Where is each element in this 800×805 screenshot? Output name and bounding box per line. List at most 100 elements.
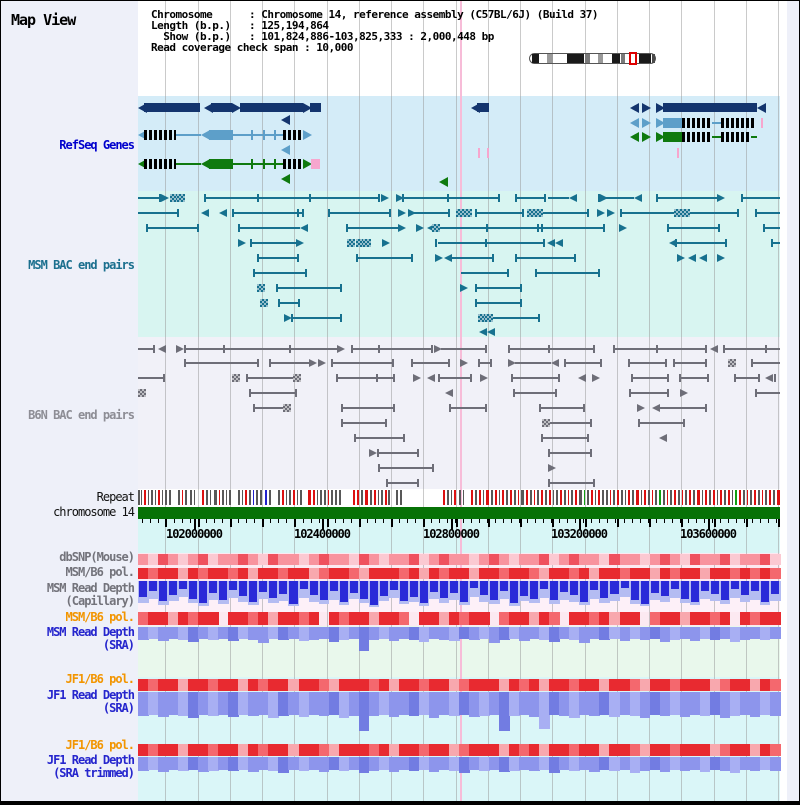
b6n-bac-end-pairs-arrow-left[interactable]	[578, 374, 586, 382]
b6n-bac-end-pairs-blob[interactable]	[728, 359, 736, 367]
msm-bac-end-pairs-arrow-left[interactable]	[444, 254, 452, 262]
refseq-genes-block[interactable]	[311, 159, 320, 169]
b6n-bac-end-pairs-segment[interactable]	[253, 407, 286, 409]
b6n-bac-end-pairs-tick[interactable]	[548, 449, 550, 457]
b6n-bac-end-pairs-tick[interactable]	[758, 374, 760, 382]
msm-bac-end-pairs-tick[interactable]	[232, 209, 234, 217]
refseq-genes-arrow-left[interactable]	[201, 159, 210, 169]
b6n-bac-end-pairs-tick[interactable]	[163, 374, 165, 382]
b6n-bac-end-pairs-tick[interactable]	[449, 404, 451, 412]
b6n-bac-end-pairs-tick[interactable]	[246, 374, 248, 382]
msm-bac-end-pairs-blob[interactable]	[347, 239, 355, 247]
refseq-genes-exon-block[interactable]	[682, 118, 712, 128]
refseq-genes-arrow-left[interactable]	[138, 159, 147, 169]
b6n-bac-end-pairs-tick[interactable]	[341, 404, 343, 412]
msm-bac-end-pairs-tick[interactable]	[257, 254, 259, 262]
refseq-genes-segment[interactable]	[233, 134, 283, 136]
msm-bac-end-pairs-segment[interactable]	[232, 212, 302, 214]
msm-bac-end-pairs-arrow-right[interactable]	[398, 224, 406, 232]
b6n-bac-end-pairs-segment[interactable]	[628, 362, 666, 364]
b6n-bac-end-pairs-tick[interactable]	[257, 359, 259, 367]
refseq-genes-exon-block[interactable]	[682, 132, 712, 142]
refseq-genes-arrow-left[interactable]	[630, 118, 639, 128]
b6n-bac-end-pairs-tick[interactable]	[513, 389, 515, 397]
msm-bac-end-pairs-arrow-right[interactable]	[396, 194, 404, 202]
b6n-bac-end-pairs-segment[interactable]	[438, 377, 471, 379]
b6n-bac-end-pairs-tick[interactable]	[184, 359, 186, 367]
msm-bac-end-pairs-arrow-right[interactable]	[600, 194, 608, 202]
b6n-bac-end-pairs-tick[interactable]	[378, 464, 380, 472]
refseq-genes-arrow-right[interactable]	[642, 118, 651, 128]
msm-bac-end-pairs-blob[interactable]	[464, 209, 472, 217]
b6n-bac-end-pairs-segment[interactable]	[377, 452, 418, 454]
b6n-bac-end-pairs-arrow-right[interactable]	[460, 359, 468, 367]
msm-bac-end-pairs-arrow-left[interactable]	[699, 254, 707, 262]
refseq-genes-arrow-right[interactable]	[656, 103, 665, 113]
msm-bac-end-pairs-segment[interactable]	[438, 242, 544, 244]
msm-bac-end-pairs-tick[interactable]	[656, 194, 658, 202]
msm-bac-end-pairs-segment[interactable]	[741, 197, 780, 199]
msm-bac-end-pairs-arrow-right[interactable]	[161, 194, 169, 202]
msm-bac-end-pairs-segment[interactable]	[276, 287, 341, 289]
b6n-bac-end-pairs-blob[interactable]	[283, 404, 291, 412]
b6n-bac-end-pairs-tick[interactable]	[656, 345, 658, 353]
msm-bac-end-pairs-tick[interactable]	[603, 224, 605, 232]
msm-bac-end-pairs-tick[interactable]	[197, 224, 199, 232]
b6n-bac-end-pairs-tick[interactable]	[431, 345, 433, 353]
b6n-bac-end-pairs-segment[interactable]	[138, 348, 154, 350]
b6n-bac-end-pairs-tick[interactable]	[673, 359, 675, 367]
refseq-genes-block[interactable]	[211, 103, 232, 112]
refseq-genes-tick[interactable]	[761, 118, 763, 128]
b6n-bac-end-pairs-tick[interactable]	[705, 404, 707, 412]
msm-bac-end-pairs-blob[interactable]	[177, 194, 185, 202]
b6n-bac-end-pairs-tick[interactable]	[448, 359, 450, 367]
b6n-bac-end-pairs-segment[interactable]	[184, 362, 258, 364]
b6n-bac-end-pairs-segment[interactable]	[138, 377, 164, 379]
msm-bac-end-pairs-tick[interactable]	[435, 239, 437, 247]
b6n-bac-end-pairs-tick[interactable]	[638, 419, 640, 427]
msm-bac-end-pairs-segment[interactable]	[667, 227, 719, 229]
b6n-bac-end-pairs-tick[interactable]	[679, 374, 681, 382]
msm-bac-end-pairs-blob[interactable]	[356, 239, 364, 247]
msm-bac-end-pairs-tick[interactable]	[737, 209, 739, 217]
chromosome-ideogram[interactable]	[529, 52, 656, 65]
b6n-bac-end-pairs-segment[interactable]	[541, 437, 588, 439]
refseq-genes-segment[interactable]	[176, 163, 201, 165]
msm-bac-end-pairs-arrow-left[interactable]	[219, 209, 227, 217]
b6n-bac-end-pairs-segment[interactable]	[755, 392, 780, 394]
refseq-genes-block[interactable]	[663, 118, 682, 128]
msm-bac-end-pairs-tick[interactable]	[146, 224, 148, 232]
msm-bac-end-pairs-arrow-right[interactable]	[460, 284, 468, 292]
b6n-bac-end-pairs-blob[interactable]	[293, 374, 301, 382]
b6n-bac-end-pairs-tick[interactable]	[665, 359, 667, 367]
b6n-bac-end-pairs-segment[interactable]	[539, 407, 584, 409]
b6n-bac-end-pairs-tick[interactable]	[774, 374, 776, 382]
msm-bac-end-pairs-arrow-left[interactable]	[688, 254, 696, 262]
refseq-genes-segment[interactable]	[712, 122, 721, 124]
msm-bac-end-pairs-segment[interactable]	[146, 227, 198, 229]
msm-bac-end-pairs-tick[interactable]	[537, 224, 539, 232]
refseq-genes-arrow-left[interactable]	[630, 132, 639, 142]
b6n-bac-end-pairs-tick[interactable]	[354, 434, 356, 442]
msm-bac-end-pairs-tick[interactable]	[475, 209, 477, 217]
msm-bac-end-pairs-tick[interactable]	[538, 314, 540, 322]
msm-bac-end-pairs-arrow-right[interactable]	[382, 239, 390, 247]
b6n-bac-end-pairs-arrow-left[interactable]	[652, 404, 660, 412]
b6n-bac-end-pairs-segment[interactable]	[354, 437, 404, 439]
b6n-bac-end-pairs-tick[interactable]	[403, 434, 405, 442]
refseq-genes-arrow-left[interactable]	[439, 177, 448, 187]
b6n-bac-end-pairs-tick[interactable]	[376, 374, 378, 382]
b6n-bac-end-pairs-tick[interactable]	[432, 464, 434, 472]
msm-bac-end-pairs-segment[interactable]	[291, 317, 341, 319]
msm-bac-end-pairs-tick[interactable]	[340, 284, 342, 292]
b6n-bac-end-pairs-arrow-right[interactable]	[548, 464, 556, 472]
msm-bac-end-pairs-tick[interactable]	[598, 194, 600, 202]
msm-bac-end-pairs-arrow-right[interactable]	[619, 224, 627, 232]
b6n-bac-end-pairs-segment[interactable]	[184, 348, 289, 350]
msm-bac-end-pairs-arrow-right[interactable]	[238, 239, 246, 247]
b6n-bac-end-pairs-segment[interactable]	[378, 467, 433, 469]
msm-bac-end-pairs-tick[interactable]	[520, 299, 522, 307]
msm-bac-end-pairs-tick[interactable]	[675, 239, 677, 247]
b6n-bac-end-pairs-tick[interactable]	[593, 345, 595, 353]
msm-bac-end-pairs-arrow-right[interactable]	[597, 209, 605, 217]
